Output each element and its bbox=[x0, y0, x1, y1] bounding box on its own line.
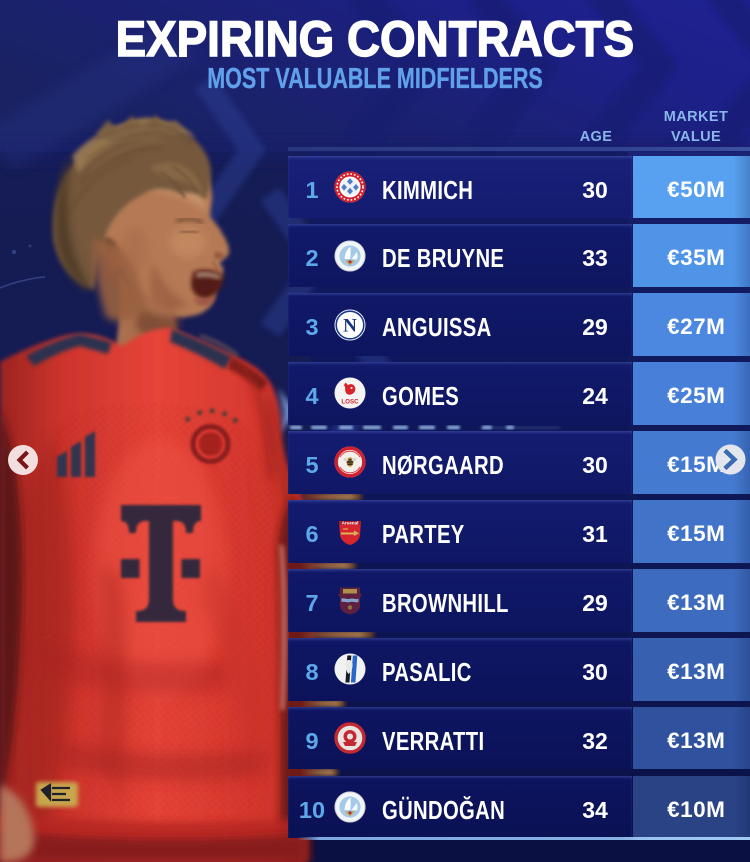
svg-text:N: N bbox=[343, 315, 357, 336]
svg-text:Arsenal: Arsenal bbox=[342, 521, 359, 526]
svg-text:LOSC: LOSC bbox=[341, 399, 359, 406]
